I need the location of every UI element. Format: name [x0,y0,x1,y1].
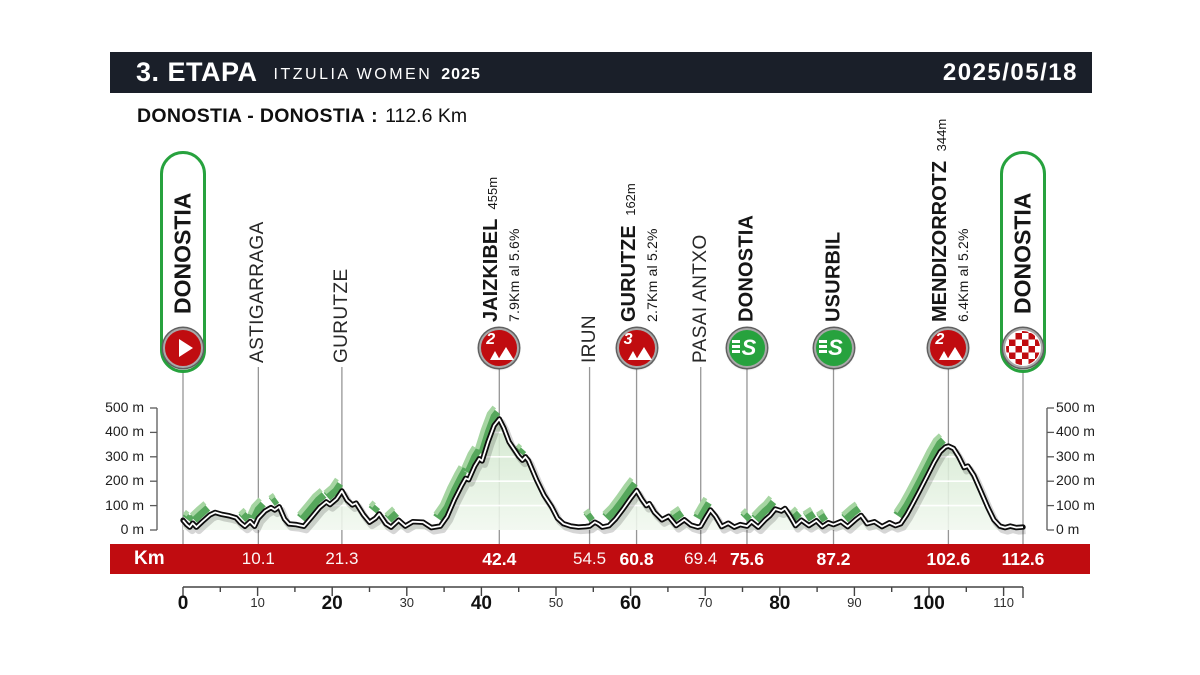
climb-gradient-detail: 7.9Km al 5.6% [506,228,523,322]
elevation-axis-label: 500 m [1056,399,1095,415]
route-title: DONOSTIA - DONOSTIA [137,105,366,127]
waypoint-label: DONOSTIA [735,214,758,322]
climb-altitude: 162m [622,183,638,216]
sprint-letter: S [741,335,757,360]
mountain-peak [498,347,515,360]
climb-gradient-detail: 2.7Km al 5.2% [643,228,660,322]
ruler-tick-label: 100 [913,593,945,614]
elevation-axis-label: 400 m [105,423,144,440]
climb-label: MENDIZORROTZ 344m 6.4Km al 5.2% [929,118,972,322]
waypoint-label: PASAI ANTXO [689,234,711,363]
elevation-axis-label: 400 m [1056,423,1095,440]
km-bar-value: 60.8 [619,549,654,569]
waypoint-label: IRUN [578,314,600,363]
climb-category: 3 [623,331,633,348]
elevation-axis-label: 100 m [105,496,144,513]
climb-ribbon-light [182,405,942,517]
elevation-axis-label: 300 m [105,447,144,464]
elevation-axis-label: 0 m [120,521,144,537]
elevation-axis-label: 200 m [105,472,144,489]
checkered-flag [1006,331,1040,365]
climb-category: 2 [935,331,945,348]
route-colon: : [371,105,378,127]
sprint-letter: S [828,335,843,360]
km-bar: Km 10.1 21.3 42.4 54.5 60.8 69.4 75.6 87.2 102.6… [110,544,1090,574]
climb-altitude: 455m [485,176,501,210]
ruler-tick-label: 50 [548,595,564,610]
route-distance: 112.6 Km [385,105,468,127]
climb-ribbon-dark [182,407,946,523]
ruler-tick-label: 70 [697,595,713,610]
play-icon [163,328,203,368]
waypoint-label: ASTIGARRAGA [247,221,269,363]
climb-gradient-detail: 6.4Km al 5.2% [955,228,972,322]
waypoint-label: GURUTZE [330,268,352,363]
mountain-peak [947,347,964,360]
km-bar-value: 75.6 [729,549,764,569]
mountain-small-peak [490,351,501,360]
ruler-tick-label: 90 [847,595,862,610]
speed-lines [731,340,740,343]
waypoint-label: USURBIL [822,231,844,322]
ruler-tick-label: 110 [993,595,1014,610]
elevation-axis-label: 200 m [1056,472,1095,489]
km-bar-value: 54.5 [573,549,607,568]
elevation-axis-label: 500 m [105,399,144,415]
speed-lines [818,340,827,343]
play-triangle [178,339,193,357]
sprint-icon: S [813,328,854,368]
ruler-tick-label: 0 [177,593,189,614]
climb-category: 2 [486,331,496,348]
km-bar-value: 112.6 [1001,549,1045,569]
sprint-icon: S [726,328,767,368]
elevation-axes [150,407,1054,531]
ruler-tick-label: 60 [620,593,642,614]
km-bar-value: 87.2 [816,549,851,569]
km-bar-value: 102.6 [926,549,971,569]
climb-cat2-icon: 2 [479,328,520,368]
km-bar-value: 21.3 [325,549,359,568]
mountain-small-peak [627,351,638,360]
climb-label: JAIZKIBEL 455m 7.9Km al 5.6% [480,176,523,322]
finish-flag-icon [1003,328,1043,368]
km-ruler [182,586,1024,598]
profile-area-fill [183,419,1023,530]
climb-cat2-icon: 2 [928,328,969,368]
km-bar-value: 10.1 [241,549,275,568]
mountain-small-peak [939,351,950,360]
elevation-axis-label: 0 m [1056,521,1080,537]
elevation-axis-label: 100 m [1056,496,1095,513]
header-bar: 3. ETAPA ITZULIA WOMEN 2025 2025/05/18 [110,52,1092,93]
ruler-tick-label: 20 [321,593,343,614]
km-bar-value: 42.4 [482,549,517,569]
climb-label: GURUTZE 162m 2.7Km al 5.2% [617,183,660,322]
climb-altitude: 344m [934,118,950,152]
profile-core-line [182,418,1024,529]
waypoint-label: DONOSTIA [1009,192,1036,314]
climb-cat3-icon: 3 [616,328,657,368]
elevation-axis-label: 300 m [1056,447,1095,464]
km-bar-label: Km [134,548,165,569]
route-subheader: DONOSTIA - DONOSTIA: 112.6 Km [137,105,467,128]
mountain-peak [635,347,652,360]
ruler-tick-label: 40 [470,593,492,614]
stage-number: 3. ETAPA [136,57,258,87]
race-year: 2025 [441,66,481,83]
km-bar-value: 69.4 [684,549,718,568]
waypoint-label: DONOSTIA [169,192,196,314]
ruler-tick-label: 10 [250,595,265,610]
ruler-tick-label: 30 [399,595,415,610]
race-name: ITZULIA WOMEN [273,66,433,83]
ruler-tick-label: 80 [769,593,791,614]
stage-date: 2025/05/18 [942,58,1078,86]
